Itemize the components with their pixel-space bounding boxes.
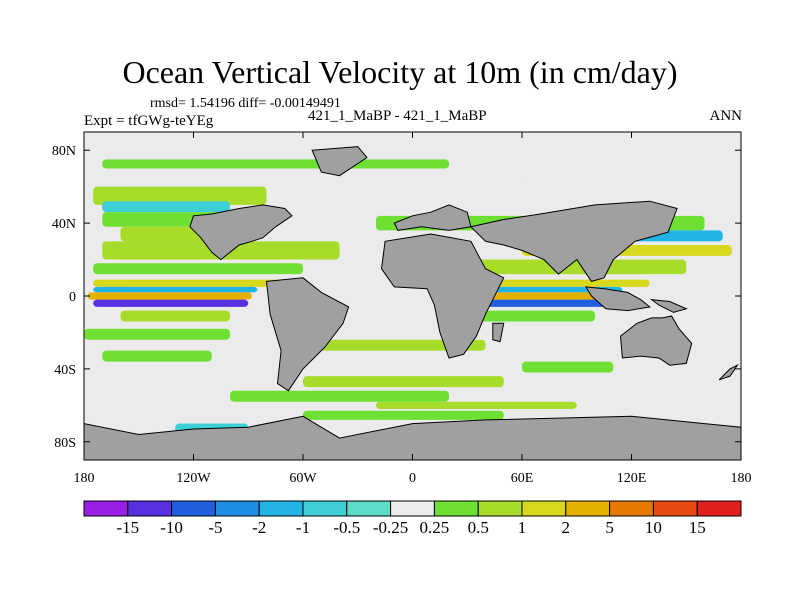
chart-title: Ocean Vertical Velocity at 10m (in cm/da… — [122, 54, 678, 90]
colorbar-swatch — [521, 500, 567, 517]
colorbar-label: 0.5 — [468, 518, 489, 537]
colorbar-label: -0.5 — [333, 518, 360, 537]
x-tick-label: 180 — [74, 471, 95, 486]
land-madagascar — [492, 322, 505, 343]
colorbar-swatch — [477, 500, 523, 517]
data-band — [120, 310, 230, 322]
land-africa — [380, 233, 505, 359]
colorbar-label: -0.25 — [373, 518, 408, 537]
data-band — [193, 173, 522, 184]
land-australia — [619, 315, 693, 366]
x-tick-label: 60E — [511, 471, 534, 486]
data-band — [93, 263, 303, 275]
data-band — [102, 350, 212, 362]
colorbar-swatch — [433, 500, 479, 517]
data-band — [467, 279, 650, 287]
data-band — [458, 286, 623, 293]
colorbar-swatch — [83, 500, 129, 517]
y-tick-label: 40S — [54, 363, 76, 378]
land-new-guinea — [649, 298, 688, 313]
season-label: ANN — [709, 108, 743, 124]
y-tick-label: 80S — [54, 436, 76, 451]
x-tick-label: 120W — [176, 471, 211, 486]
colorbar-swatch — [346, 500, 392, 517]
data-band — [303, 376, 504, 388]
experiment-names: 421_1_MaBP - 421_1_MaBP — [308, 108, 487, 124]
y-tick-label: 40N — [52, 217, 76, 232]
data-band — [93, 299, 249, 307]
land-new-zealand — [718, 363, 739, 381]
data-band — [522, 361, 614, 373]
data-band — [376, 401, 577, 409]
land-north-america — [189, 204, 293, 261]
data-band — [84, 132, 741, 145]
colorbar-label: -5 — [208, 518, 222, 537]
colorbar-swatch — [127, 500, 173, 517]
colorbar-label: 2 — [562, 518, 571, 537]
colorbar-swatch — [171, 500, 216, 517]
x-tick-label: 120E — [617, 471, 647, 486]
x-tick-label: 180 — [731, 471, 752, 486]
colorbar-label: 15 — [689, 518, 706, 537]
colorbar-swatch — [565, 500, 611, 517]
colorbar-swatch — [609, 500, 654, 517]
land-europe — [393, 204, 472, 231]
colorbar-label: -10 — [160, 518, 183, 537]
data-band — [93, 286, 258, 293]
y-tick-label: 80N — [52, 144, 76, 159]
data-band — [102, 201, 230, 213]
land-greenland — [311, 146, 368, 177]
data-band — [485, 299, 623, 307]
colorbar-swatch — [390, 500, 435, 517]
colorbar-swatch — [696, 500, 742, 517]
colorbar-label: -1 — [296, 518, 310, 537]
colorbar-label: 5 — [605, 518, 614, 537]
colorbar: -15 -10 -5 -2 -1 -0.5 -0.25 0.25 0.5 1 2 5 10 15 — [83, 500, 742, 537]
map-layer — [83, 132, 742, 461]
x-tick-label: 0 — [409, 471, 416, 486]
colorbar-label: 1 — [518, 518, 527, 537]
colorbar-label: -15 — [116, 518, 139, 537]
y-tick-label: 0 — [69, 290, 76, 305]
stats-line: rmsd= 1.54196 diff= -0.00149491 — [150, 96, 341, 111]
data-band — [93, 279, 303, 287]
colorbar-label: 10 — [645, 518, 662, 537]
x-tick-label: 60W — [289, 471, 317, 486]
data-band — [230, 390, 449, 402]
axis-layer: 180 120W 60W 0 60E 120E 180 80N 40N 0 40S 80S — [52, 131, 752, 486]
land-asia — [469, 200, 678, 282]
land-indonesia — [584, 286, 651, 312]
data-band — [303, 410, 504, 420]
colorbar-swatch — [652, 500, 698, 517]
experiment-line: Expt = tfGWg-teYEg — [84, 113, 214, 129]
data-band — [467, 292, 628, 300]
data-band — [303, 339, 486, 351]
data-band — [87, 292, 252, 300]
data-band — [102, 159, 449, 169]
colorbar-label: -2 — [252, 518, 266, 537]
data-band — [93, 186, 267, 205]
colorbar-label: 0.25 — [420, 518, 450, 537]
land-south-america — [265, 277, 350, 392]
colorbar-swatch — [258, 500, 304, 517]
colorbar-swatch — [302, 500, 348, 517]
data-band — [84, 328, 230, 340]
colorbar-swatch — [214, 500, 260, 517]
